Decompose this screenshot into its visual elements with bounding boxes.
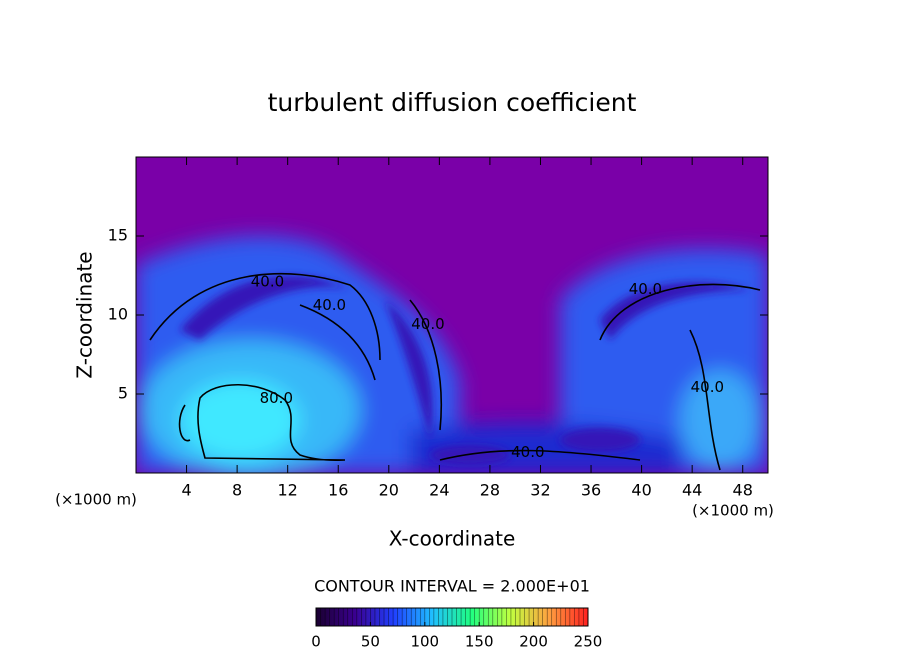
x-tick-label: 36: [581, 481, 601, 500]
x-tick-label: 48: [733, 481, 753, 500]
x-tick-label: 32: [530, 481, 550, 500]
x-tick-label: 20: [379, 481, 399, 500]
x-tick-label: 16: [328, 481, 348, 500]
chart-title: turbulent diffusion coefficient: [268, 88, 637, 117]
contour-label: 40.0: [691, 378, 724, 396]
contour-label: 80.0: [260, 389, 293, 407]
contour-label: 40.0: [251, 272, 284, 290]
y-tick-label: 5: [118, 384, 128, 403]
x-tick-label: 4: [181, 481, 191, 500]
colorbar-tick-label: 150: [465, 633, 494, 651]
contour-label: 40.0: [511, 443, 544, 461]
contour-label: 40.0: [629, 280, 662, 298]
x-tick-label: 24: [429, 481, 449, 500]
colorbar-tick-label: 250: [574, 633, 603, 651]
x-axis-label: X-coordinate: [389, 527, 516, 551]
y-tick-label: 15: [108, 226, 128, 245]
y-tick-label: 10: [108, 305, 128, 324]
x-unit-label: (×1000 m): [692, 502, 774, 520]
colorbar-tick-label: 0: [311, 633, 321, 651]
contour-label: 40.0: [313, 296, 346, 314]
colorbar-tick-label: 100: [410, 633, 439, 651]
x-tick-label: 12: [278, 481, 298, 500]
x-tick-label: 8: [232, 481, 242, 500]
x-tick-label: 40: [631, 481, 651, 500]
x-tick-label: 44: [682, 481, 702, 500]
contour-interval: CONTOUR INTERVAL = 2.000E+01: [314, 577, 590, 596]
y-axis-label: Z-coordinate: [73, 251, 97, 378]
contour-label: 40.0: [411, 315, 444, 333]
field: [136, 157, 768, 473]
colorbar-tick-label: 50: [361, 633, 380, 651]
x-unit-label: (×1000 m): [55, 491, 137, 509]
colorbar-tick-label: 200: [519, 633, 548, 651]
x-tick-label: 28: [480, 481, 500, 500]
